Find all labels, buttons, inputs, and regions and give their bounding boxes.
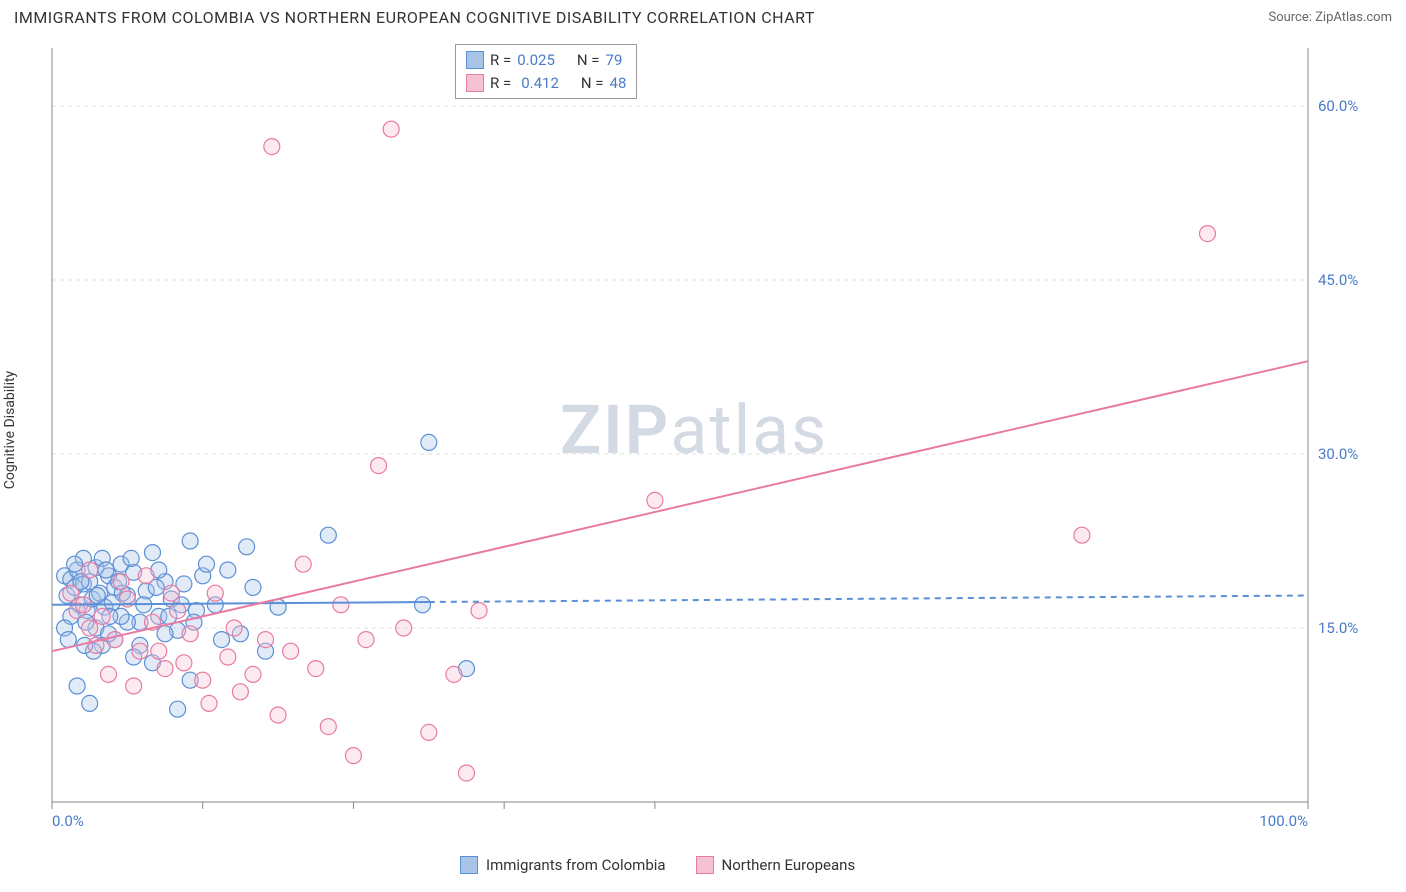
stats-row-0: R = 0.025 N = 79 [466,49,626,72]
swatch-series-0 [466,51,484,69]
n-label: N = [581,72,604,95]
r-label: R = [490,49,511,72]
series-name-1: Northern Europeans [722,856,856,874]
n-value-1: 48 [610,72,627,95]
r-value-0: 0.025 [517,49,555,72]
svg-text:30.0%: 30.0% [1318,445,1358,463]
svg-text:100.0%: 100.0% [1259,812,1308,830]
r-label: R = [490,72,511,95]
svg-text:45.0%: 45.0% [1318,271,1358,289]
stats-legend: R = 0.025 N = 79 R = 0.412 N = 48 [455,44,637,99]
legend-item-0: Immigrants from Colombia [460,856,666,874]
svg-text:60.0%: 60.0% [1318,97,1358,115]
r-value-1: 0.412 [521,72,559,95]
legend-item-1: Northern Europeans [696,856,856,874]
stats-row-1: R = 0.412 N = 48 [466,72,626,95]
chart-title: IMMIGRANTS FROM COLOMBIA VS NORTHERN EUR… [14,8,815,27]
series-name-0: Immigrants from Colombia [486,856,666,874]
series-legend: Immigrants from Colombia Northern Europe… [460,856,855,874]
swatch-series-1-b [696,856,714,874]
swatch-series-0-b [460,856,478,874]
n-value-0: 79 [606,49,623,72]
n-label: N = [577,49,600,72]
svg-text:15.0%: 15.0% [1318,619,1358,637]
svg-text:0.0%: 0.0% [52,812,84,830]
scatter-plot: 15.0% 30.0% 45.0% 60.0% 0.0% 100.0% [48,42,1358,832]
swatch-series-1 [466,74,484,92]
source-label: Source: ZipAtlas.com [1268,10,1392,25]
y-axis-label: Cognitive Disability [2,371,18,489]
